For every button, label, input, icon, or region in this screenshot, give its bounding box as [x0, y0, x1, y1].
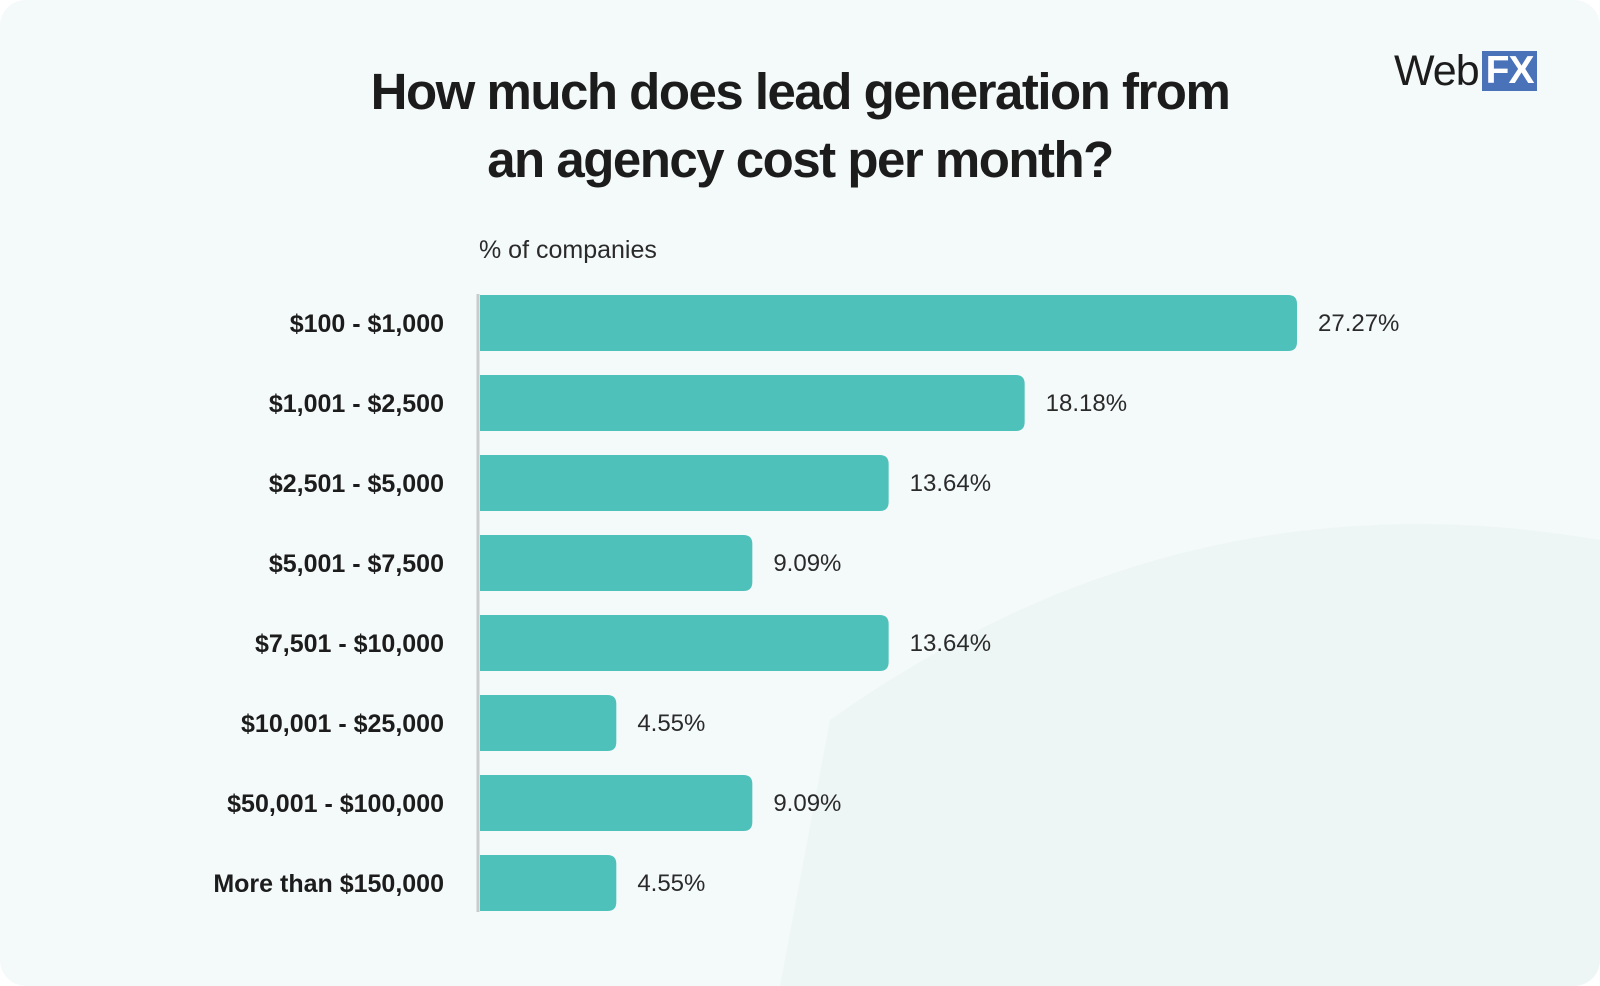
x-axis-label: % of companies	[479, 236, 657, 264]
bar-2	[480, 455, 889, 511]
value-label-3: 9.09%	[773, 550, 841, 577]
bar-7	[480, 855, 617, 911]
category-label-6: $50,001 - $100,000	[227, 790, 444, 818]
category-label-1: $1,001 - $2,500	[269, 390, 444, 418]
chart-title: How much does lead generation from an ag…	[240, 58, 1360, 194]
value-label-5: 4.55%	[637, 710, 705, 737]
category-label-5: $10,001 - $25,000	[241, 710, 444, 738]
bar-3	[480, 535, 753, 591]
webfx-logo: Web FX	[1394, 47, 1538, 95]
value-label-0: 27.27%	[1318, 310, 1399, 337]
bar-0	[480, 295, 1297, 351]
category-label-4: $7,501 - $10,000	[255, 630, 444, 658]
category-label-0: $100 - $1,000	[290, 310, 444, 338]
bar-5	[480, 695, 617, 751]
value-label-6: 9.09%	[773, 790, 841, 817]
value-label-4: 13.64%	[910, 630, 991, 657]
chart-title-line-2: an agency cost per month?	[487, 131, 1114, 188]
chart-title-line-1: How much does lead generation from	[370, 63, 1231, 120]
bar-6	[480, 775, 753, 831]
bar-1	[480, 375, 1025, 431]
bar-4	[480, 615, 889, 671]
category-label-3: $5,001 - $7,500	[269, 550, 444, 578]
category-label-7: More than $150,000	[213, 870, 444, 898]
value-label-7: 4.55%	[637, 870, 705, 897]
category-label-2: $2,501 - $5,000	[269, 470, 444, 498]
logo-fx-badge: FX	[1481, 51, 1538, 91]
value-label-2: 13.64%	[910, 470, 991, 497]
value-label-1: 18.18%	[1046, 390, 1127, 417]
logo-web-text: Web	[1394, 47, 1480, 95]
